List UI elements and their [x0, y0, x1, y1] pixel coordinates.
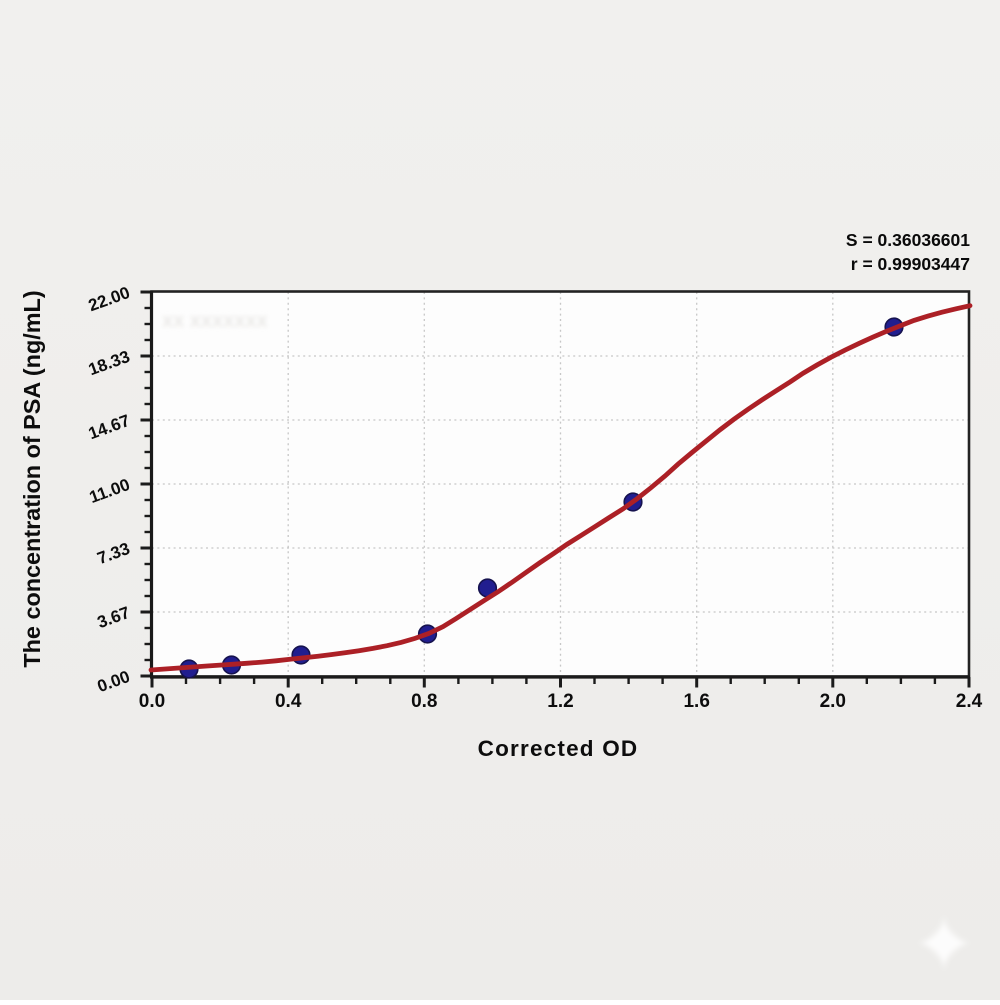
svg-text:S = 0.36036601: S = 0.36036601	[846, 230, 970, 250]
svg-text:0.4: 0.4	[275, 691, 302, 712]
svg-text:2.0: 2.0	[820, 691, 846, 712]
svg-text:The concentration of PSA (ng/m: The concentration of PSA (ng/mL)	[19, 290, 45, 667]
svg-text:Corrected OD: Corrected OD	[478, 736, 639, 761]
svg-text:1.2: 1.2	[547, 691, 573, 712]
svg-text:0.0: 0.0	[139, 691, 165, 712]
svg-text:0.8: 0.8	[411, 691, 437, 712]
svg-text:r = 0.99903447: r = 0.99903447	[851, 254, 970, 274]
svg-text:2.4: 2.4	[956, 691, 983, 712]
svg-text:1.6: 1.6	[683, 691, 709, 712]
svg-text:xx xxxxxxx: xx xxxxxxx	[162, 310, 268, 332]
